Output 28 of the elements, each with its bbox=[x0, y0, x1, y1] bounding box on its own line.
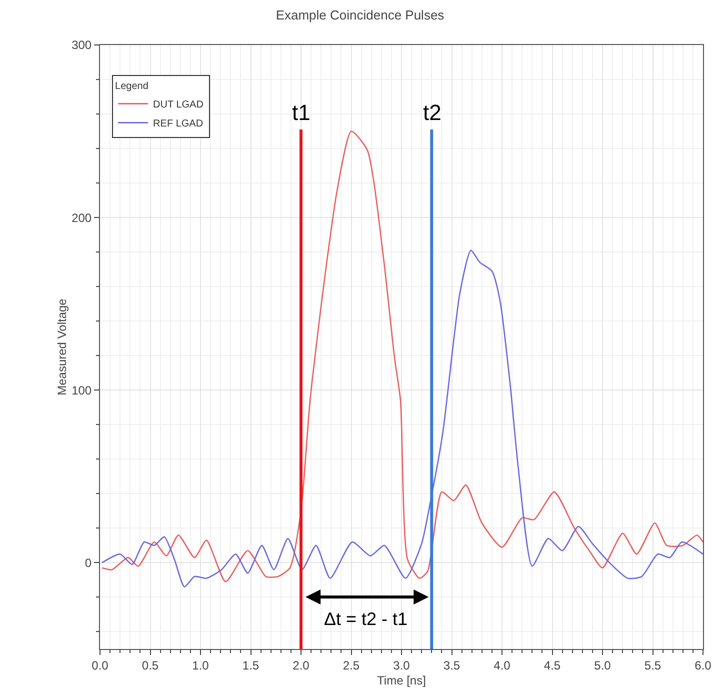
chart-title: Example Coincidence Pulses bbox=[276, 8, 445, 23]
x-tick-label: 4.0 bbox=[494, 658, 511, 672]
ref-line-label: t1 bbox=[292, 100, 310, 125]
x-tick-label: 3.0 bbox=[393, 658, 410, 672]
y-tick-label: 0 bbox=[84, 556, 92, 570]
x-tick-label: 0.0 bbox=[92, 658, 109, 672]
x-tick-label: 5.5 bbox=[644, 658, 662, 672]
x-tick-label: 6.0 bbox=[694, 658, 712, 672]
x-tick-label: 1.5 bbox=[242, 658, 260, 672]
line-series bbox=[101, 250, 703, 588]
x-tick-label: 2.0 bbox=[292, 658, 310, 672]
legend-label: REF LGAD bbox=[153, 118, 204, 130]
x-tick-label: 1.0 bbox=[192, 658, 210, 672]
x-tick-label: 3.5 bbox=[443, 658, 460, 672]
x-tick-label: 2.5 bbox=[342, 658, 360, 672]
y-tick-label: 100 bbox=[72, 383, 92, 398]
x-tick-label: 0.5 bbox=[142, 658, 159, 672]
y-axis-title: Measured Voltage bbox=[55, 298, 69, 396]
x-axis-title: Time [ns] bbox=[377, 673, 426, 688]
line-series bbox=[101, 130, 703, 582]
y-tick-label: 200 bbox=[72, 210, 92, 225]
ref-line-label: t2 bbox=[423, 100, 442, 125]
x-tick-label: 4.5 bbox=[544, 658, 561, 672]
legend-title: Legend bbox=[115, 81, 148, 92]
x-tick-label: 5.0 bbox=[594, 658, 612, 672]
legend-label: DUT LGAD bbox=[153, 100, 204, 111]
annotation: Δt = t2 - t1 bbox=[324, 609, 408, 629]
y-tick-label: 300 bbox=[72, 38, 92, 52]
